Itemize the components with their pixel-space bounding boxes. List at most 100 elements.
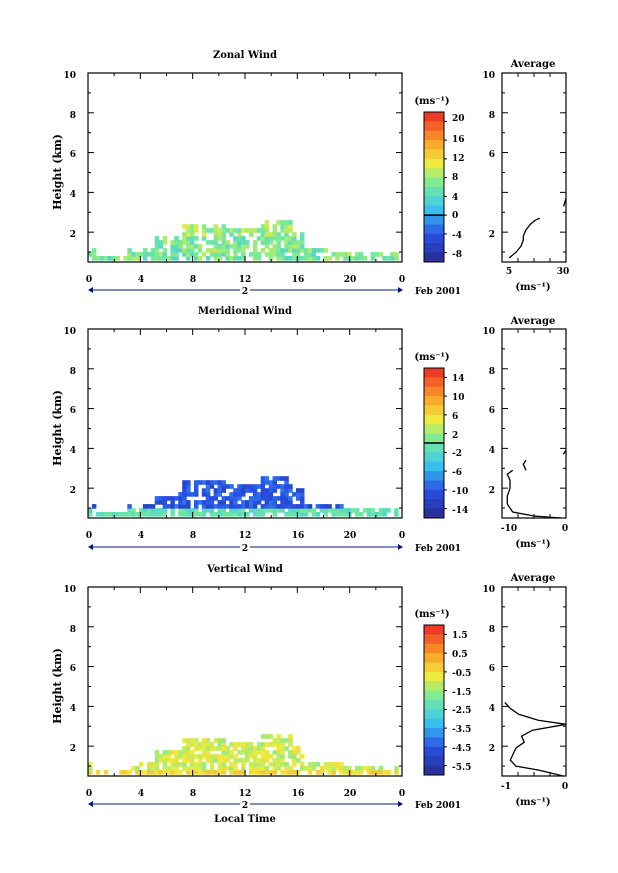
heatmap-cell: [288, 750, 293, 755]
heatmap-cell: [272, 480, 277, 485]
heatmap-cell: [245, 240, 250, 245]
heatmap-cell: [201, 754, 207, 759]
heatmap-cell: [241, 766, 246, 771]
x-tick-label: 0: [399, 275, 405, 285]
heatmap-cell: [288, 248, 293, 253]
heatmap-cell: [260, 240, 266, 245]
heatmap-cell: [107, 512, 113, 517]
heatmap-cell: [237, 492, 242, 497]
average-profile-line: [508, 217, 541, 259]
heatmap-cell: [139, 770, 144, 775]
heatmap-cell: [300, 500, 305, 505]
heatmap-cell: [178, 496, 183, 501]
heatmap-cell: [284, 746, 289, 751]
heatmap-cell: [233, 256, 238, 261]
colorbar-swatch: [424, 112, 444, 122]
heatmap-cell: [213, 496, 219, 501]
heatmap-cell: [248, 252, 254, 257]
heatmap-cell: [260, 232, 266, 237]
heatmap-cell: [221, 508, 226, 513]
heatmap-cell: [201, 508, 207, 513]
axis-ticks: [87, 328, 403, 518]
heatmap-cell: [197, 754, 203, 759]
heatmap-cell: [182, 754, 187, 759]
heatmap-cell: [252, 500, 258, 505]
heatmap-cell: [150, 770, 156, 775]
heatmap-cell: [292, 244, 297, 249]
heatmap-cell: [139, 512, 144, 517]
heatmap-cell: [394, 766, 399, 771]
heatmap-cell: [288, 236, 293, 241]
y-axis-label: Height (km): [51, 390, 64, 466]
colorbar-tick: -1.5: [452, 688, 471, 698]
heatmap-cell: [280, 484, 285, 489]
heatmap-cell: [268, 504, 274, 509]
heatmap-cell: [284, 770, 289, 775]
average-y-tick-label: 2: [489, 486, 495, 496]
heatmap-cell: [378, 770, 383, 775]
vertical-wind-panel: Vertical Wind 0 4 8 12 16 20 0 2 4 6 8 1…: [51, 564, 568, 825]
chart-title: Meridional Wind: [198, 306, 292, 317]
average-x-tick-label: 30: [557, 267, 570, 277]
heatmap-cell: [300, 488, 305, 493]
heatmap-cell: [307, 766, 313, 771]
colorbar-tick: -4: [452, 231, 462, 241]
heatmap-cell: [182, 484, 187, 489]
heatmap-cell: [362, 508, 368, 513]
date-axis: 2 Feb 2001: [88, 799, 461, 811]
heatmap-cell: [323, 508, 328, 513]
heatmap-cell: [280, 256, 285, 261]
colorbar-tick: -4.5: [452, 744, 471, 754]
heatmap-cell: [190, 240, 195, 245]
heatmap-cell: [154, 750, 160, 755]
heatmap-cell: [186, 746, 191, 751]
heatmap-cell: [135, 512, 140, 517]
heatmap-cell: [182, 750, 187, 755]
heatmap-cell: [300, 256, 305, 261]
heatmap-cell: [386, 508, 391, 513]
colorbar-swatch: [424, 130, 444, 141]
heatmap-cell: [331, 512, 336, 517]
heatmap-cell: [131, 766, 136, 771]
heatmap-cell: [225, 754, 230, 759]
heatmap-cell: [272, 742, 277, 747]
heatmap-cell: [284, 484, 289, 489]
colorbar-tick: 0.5: [452, 650, 468, 660]
heatmap-cell: [264, 488, 270, 493]
colorbar-tick: 4: [452, 193, 458, 203]
heatmap-cell: [146, 252, 152, 257]
y-tick-label: 6: [70, 664, 76, 674]
heatmap-cell: [205, 746, 211, 751]
heatmap-cell: [123, 512, 128, 517]
heatmap-cell: [241, 256, 246, 261]
colorbar-tick: 20: [452, 114, 465, 124]
x-tick-label: 20: [344, 275, 357, 285]
heatmap-cell: [213, 256, 219, 261]
heatmap-cell: [205, 256, 211, 261]
heatmap-cell: [162, 236, 168, 241]
heatmap-cell: [276, 256, 281, 261]
chart-title: Vertical Wind: [206, 564, 283, 575]
heatmap-cell: [221, 496, 226, 501]
colorbar-tick: 16: [452, 135, 465, 145]
heatmap-cell: [182, 480, 187, 485]
heatmap-cell: [284, 236, 289, 241]
heatmap-cell: [194, 738, 199, 743]
heatmap-cell: [252, 770, 258, 775]
x-tick-label: 16: [292, 789, 305, 799]
heatmap-cell: [264, 734, 270, 739]
heatmap-cell: [205, 240, 211, 245]
heatmap-cell: [241, 770, 246, 775]
heatmap-cell: [252, 228, 258, 233]
heatmap-cell: [190, 508, 195, 513]
heatmap-cell: [201, 224, 207, 229]
heatmap-cell: [131, 508, 136, 513]
heatmap-cell: [201, 492, 207, 497]
heatmap-cell: [178, 750, 183, 755]
heatmap-cell: [288, 484, 293, 489]
heatmap-cell: [178, 248, 183, 253]
heatmap-cell: [186, 224, 191, 229]
heatmap-cell: [252, 746, 258, 751]
heatmap-cell: [146, 766, 152, 771]
